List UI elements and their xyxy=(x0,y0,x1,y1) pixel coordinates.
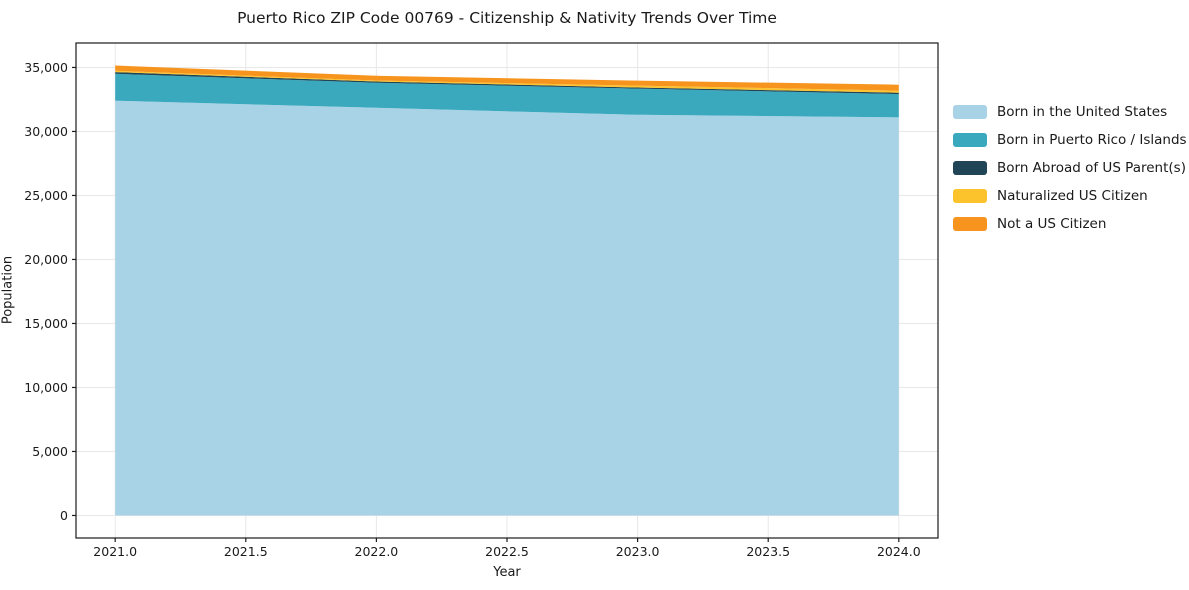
legend-label: Not a US Citizen xyxy=(997,215,1107,232)
stacked-areas xyxy=(115,65,899,516)
x-tick-label: 2021.5 xyxy=(224,544,268,559)
legend-label: Born Abroad of US Parent(s) xyxy=(997,159,1186,176)
legend-item-1: Born in Puerto Rico / Islands xyxy=(953,130,1187,149)
y-tick-label: 15,000 xyxy=(24,316,68,331)
legend-label: Born in Puerto Rico / Islands xyxy=(997,131,1187,148)
y-axis-label: Population xyxy=(0,255,16,325)
legend-item-0: Born in the United States xyxy=(953,102,1187,121)
x-tick-label: 2023.0 xyxy=(616,544,660,559)
legend-label: Born in the United States xyxy=(997,103,1168,120)
legend-swatch xyxy=(953,132,987,147)
legend-swatch xyxy=(953,216,987,231)
legend-swatch xyxy=(953,188,987,203)
legend-swatch xyxy=(953,160,987,175)
legend-item-3: Naturalized US Citizen xyxy=(953,186,1187,205)
x-tick-label: 2022.5 xyxy=(485,544,529,559)
legend: Born in the United States Born in Puerto … xyxy=(953,102,1187,233)
legend-swatch xyxy=(953,104,987,119)
y-tick-label: 20,000 xyxy=(24,252,68,267)
x-tick-label: 2024.0 xyxy=(877,544,921,559)
y-tick-label: 30,000 xyxy=(24,124,68,139)
axis-ticks: 2021.0 2021.5 2022.0 2022.5 2023.0 2023.5 2024… xyxy=(24,60,920,559)
x-tick-label: 2021.0 xyxy=(93,544,137,559)
x-tick-label: 2022.0 xyxy=(355,544,399,559)
area-series-0 xyxy=(115,100,899,516)
x-axis-label: Year xyxy=(493,565,521,580)
y-tick-label: 25,000 xyxy=(24,188,68,203)
area-series-1 xyxy=(115,73,899,118)
area-series-3 xyxy=(115,70,899,93)
legend-item-2: Born Abroad of US Parent(s) xyxy=(953,158,1187,177)
area-series-4 xyxy=(115,65,899,91)
chart-title: Puerto Rico ZIP Code 00769 - Citizenship… xyxy=(237,9,777,27)
x-tick-label: 2023.5 xyxy=(746,544,790,559)
area-series-2 xyxy=(115,72,899,95)
y-tick-label: 5,000 xyxy=(32,444,68,459)
y-tick-label: 35,000 xyxy=(24,60,68,75)
y-tick-label: 0 xyxy=(60,508,68,523)
y-tick-label: 10,000 xyxy=(24,380,68,395)
legend-label: Naturalized US Citizen xyxy=(997,187,1148,204)
legend-item-4: Not a US Citizen xyxy=(953,214,1187,233)
